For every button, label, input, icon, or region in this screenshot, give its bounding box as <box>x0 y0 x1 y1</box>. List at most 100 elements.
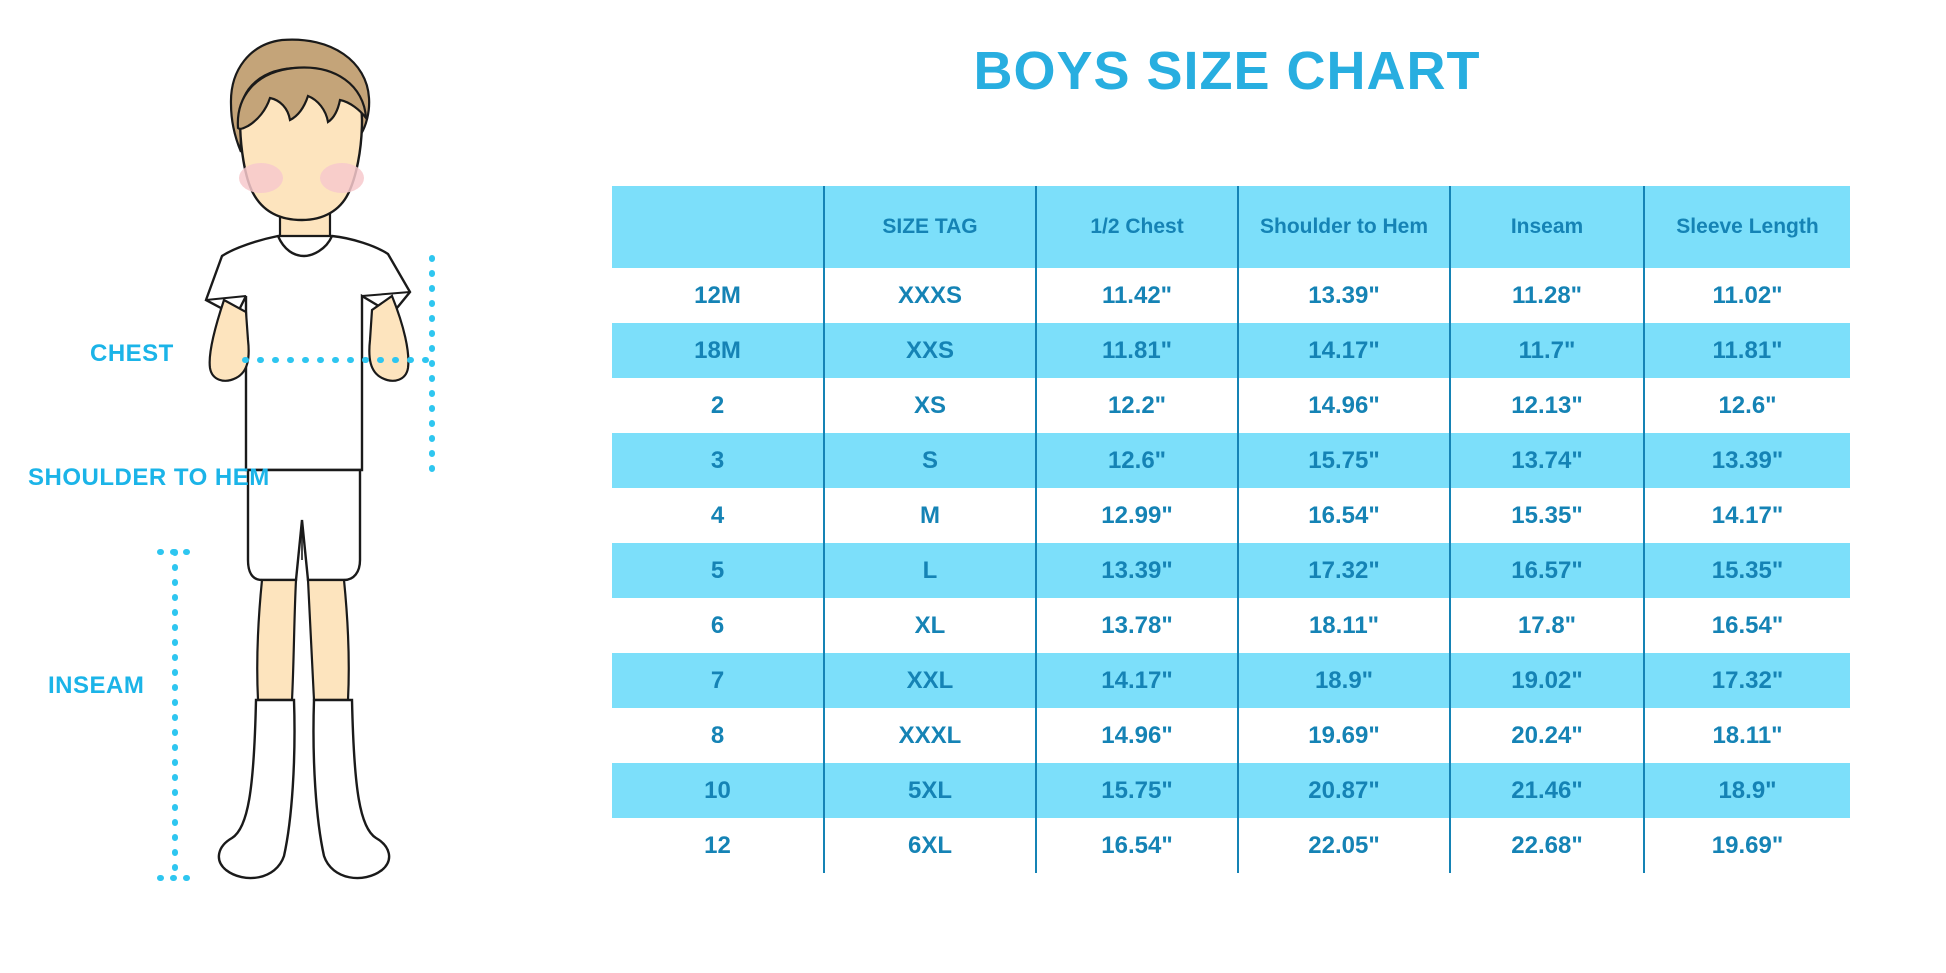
cell-half-chest: 13.39" <box>1035 543 1238 598</box>
cell-half-chest: 12.6" <box>1035 433 1238 488</box>
cell-half-chest: 11.42" <box>1035 268 1238 323</box>
cell-inseam: 12.13" <box>1449 378 1644 433</box>
cell-size: 12M <box>612 268 824 323</box>
cell-size-tag: 5XL <box>823 763 1036 818</box>
cell-half-chest: 14.17" <box>1035 653 1238 708</box>
cell-size-tag: M <box>823 488 1036 543</box>
cell-size: 2 <box>612 378 824 433</box>
table-row: 8 XXXL 14.96" 19.69" 20.24" 18.11" <box>612 708 1850 763</box>
cell-size: 8 <box>612 708 824 763</box>
cell-inseam: 20.24" <box>1449 708 1644 763</box>
cell-size: 6 <box>612 598 824 653</box>
cell-shoulder-to-hem: 16.54" <box>1237 488 1450 543</box>
cell-inseam: 11.28" <box>1449 268 1644 323</box>
page-title: BOYS SIZE CHART <box>973 41 1481 101</box>
figure-illustration-panel: CHEST SHOULDER TO HEM INSEAM <box>0 0 600 973</box>
cell-size: 4 <box>612 488 824 543</box>
column-header-size-tag: SIZE TAG <box>823 186 1036 268</box>
cell-shoulder-to-hem: 22.05" <box>1237 818 1450 873</box>
cell-sleeve-length: 12.6" <box>1643 378 1850 433</box>
cell-size-tag: XXL <box>823 653 1036 708</box>
cell-size: 18M <box>612 323 824 378</box>
cell-size-tag: L <box>823 543 1036 598</box>
sock-left-shape <box>217 698 296 880</box>
cell-half-chest: 12.99" <box>1035 488 1238 543</box>
cell-inseam: 11.7" <box>1449 323 1644 378</box>
table-row: 3 S 12.6" 15.75" 13.74" 13.39" <box>612 433 1850 488</box>
cell-shoulder-to-hem: 13.39" <box>1237 268 1450 323</box>
cell-shoulder-to-hem: 15.75" <box>1237 433 1450 488</box>
cell-sleeve-length: 13.39" <box>1643 433 1850 488</box>
cell-half-chest: 15.75" <box>1035 763 1238 818</box>
cell-inseam: 17.8" <box>1449 598 1644 653</box>
cell-inseam: 15.35" <box>1449 488 1644 543</box>
cell-inseam: 22.68" <box>1449 818 1644 873</box>
table-row: 2 XS 12.2" 14.96" 12.13" 12.6" <box>612 378 1850 433</box>
column-header-sleeve-length: Sleeve Length <box>1643 186 1850 268</box>
cell-inseam: 13.74" <box>1449 433 1644 488</box>
cheek-left-icon <box>239 163 283 193</box>
table-row: 12M XXXS 11.42" 13.39" 11.28" 11.02" <box>612 268 1850 323</box>
column-header-inseam: Inseam <box>1449 186 1644 268</box>
cell-shoulder-to-hem: 14.96" <box>1237 378 1450 433</box>
boy-figure-illustration <box>157 38 435 881</box>
arm-right-shape <box>368 294 410 382</box>
cell-sleeve-length: 16.54" <box>1643 598 1850 653</box>
table-row: 4 M 12.99" 16.54" 15.35" 14.17" <box>612 488 1850 543</box>
hair-fringe <box>236 66 368 130</box>
cell-inseam: 21.46" <box>1449 763 1644 818</box>
leg-right-shape <box>306 578 350 702</box>
cell-size: 7 <box>612 653 824 708</box>
cell-sleeve-length: 18.9" <box>1643 763 1850 818</box>
cell-half-chest: 16.54" <box>1035 818 1238 873</box>
sock-right-shape <box>312 698 391 880</box>
sleeve-seam-left <box>205 295 247 301</box>
inseam-measure-label: INSEAM <box>48 672 145 699</box>
column-header-shoulder-to-hem: Shoulder to Hem <box>1237 186 1450 268</box>
cell-sleeve-length: 14.17" <box>1643 488 1850 543</box>
table-row: 18M XXS 11.81" 14.17" 11.7" 11.81" <box>612 323 1850 378</box>
cell-size: 12 <box>612 818 824 873</box>
leg-left-shape <box>256 578 298 702</box>
cell-shoulder-to-hem: 18.9" <box>1237 653 1450 708</box>
chest-measure-label: CHEST <box>90 340 174 367</box>
cell-size-tag: 6XL <box>823 818 1036 873</box>
cell-half-chest: 14.96" <box>1035 708 1238 763</box>
cell-size-tag: XS <box>823 378 1036 433</box>
sleeve-seam-right <box>361 291 411 297</box>
cell-size-tag: XXXL <box>823 708 1036 763</box>
table-row: 5 L 13.39" 17.32" 16.57" 15.35" <box>612 543 1850 598</box>
table-row: 10 5XL 15.75" 20.87" 21.46" 18.9" <box>612 763 1850 818</box>
arm-left-shape <box>208 298 250 382</box>
size-chart-panel: BOYS SIZE CHART SIZE TAG 1/2 Chest Shoul… <box>612 0 1946 973</box>
cell-half-chest: 13.78" <box>1035 598 1238 653</box>
shorts-shape <box>246 468 362 582</box>
cell-shoulder-to-hem: 17.32" <box>1237 543 1450 598</box>
cell-size-tag: XXXS <box>823 268 1036 323</box>
cell-size: 5 <box>612 543 824 598</box>
cell-sleeve-length: 17.32" <box>1643 653 1850 708</box>
tshirt-shape <box>204 234 412 472</box>
cell-size-tag: XXS <box>823 323 1036 378</box>
cell-size-tag: S <box>823 433 1036 488</box>
cheek-right-icon <box>320 163 364 193</box>
cell-shoulder-to-hem: 19.69" <box>1237 708 1450 763</box>
cell-inseam: 16.57" <box>1449 543 1644 598</box>
cell-sleeve-length: 11.81" <box>1643 323 1850 378</box>
cell-size: 3 <box>612 433 824 488</box>
cell-size: 10 <box>612 763 824 818</box>
shoulder-to-hem-measure-label: SHOULDER TO HEM <box>28 464 270 491</box>
cell-shoulder-to-hem: 14.17" <box>1237 323 1450 378</box>
table-row: 12 6XL 16.54" 22.05" 22.68" 19.69" <box>612 818 1850 873</box>
cell-sleeve-length: 15.35" <box>1643 543 1850 598</box>
cell-half-chest: 12.2" <box>1035 378 1238 433</box>
column-header-half-chest: 1/2 Chest <box>1035 186 1238 268</box>
column-header-size <box>612 186 824 268</box>
table-row: 6 XL 13.78" 18.11" 17.8" 16.54" <box>612 598 1850 653</box>
table-header-row: SIZE TAG 1/2 Chest Shoulder to Hem Insea… <box>612 186 1850 268</box>
cell-sleeve-length: 11.02" <box>1643 268 1850 323</box>
size-chart-table: SIZE TAG 1/2 Chest Shoulder to Hem Insea… <box>612 186 1850 873</box>
cell-size-tag: XL <box>823 598 1036 653</box>
cell-half-chest: 11.81" <box>1035 323 1238 378</box>
cell-shoulder-to-hem: 18.11" <box>1237 598 1450 653</box>
